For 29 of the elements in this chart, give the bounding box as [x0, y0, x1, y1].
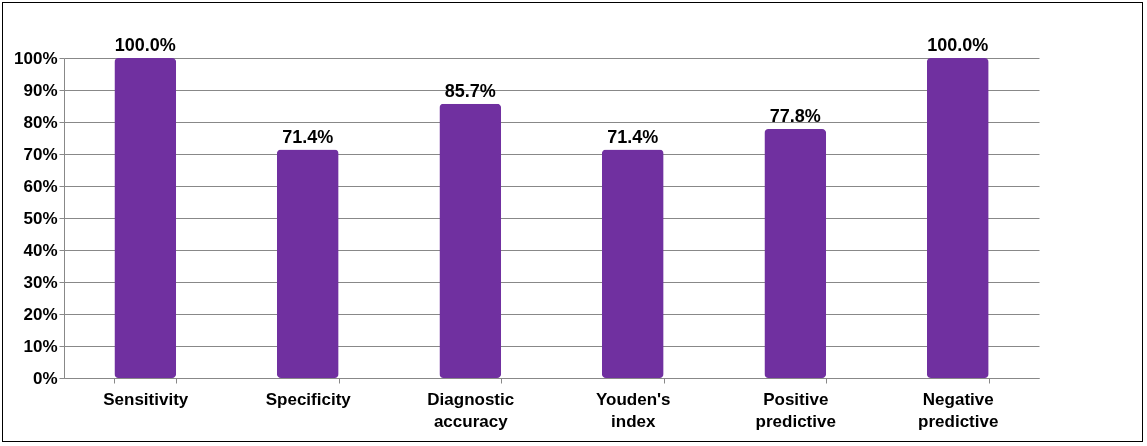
- x-tick-label: Youden's index: [595, 389, 671, 431]
- y-tick-label: 0%: [32, 368, 58, 388]
- bar: [764, 129, 827, 378]
- y-tick-label: 50%: [23, 208, 58, 228]
- y-tick-label: 80%: [23, 112, 58, 132]
- y-tick-label: 70%: [23, 144, 58, 164]
- y-tick-label: 60%: [23, 176, 58, 196]
- y-tick-label: 10%: [23, 336, 58, 356]
- y-tick-label: 90%: [23, 80, 58, 100]
- x-tick-label: Negative predictive: [918, 389, 999, 431]
- y-tick-label: 100%: [14, 48, 58, 68]
- bar: [276, 149, 339, 378]
- x-tick-label: Sensitivity: [103, 389, 189, 409]
- data-label: 71.4%: [282, 126, 334, 147]
- y-tick-label: 30%: [23, 272, 58, 292]
- y-tick-label: 40%: [23, 240, 58, 260]
- x-tick-label: Diagnostic accuracy: [427, 389, 515, 431]
- data-label: 100.0%: [927, 35, 989, 55]
- data-label: 100.0%: [114, 35, 176, 55]
- x-tick-label: Positive predictive: [755, 389, 836, 431]
- data-label: 85.7%: [444, 80, 496, 101]
- x-tick-label: Specificity: [265, 389, 352, 409]
- bar: [601, 149, 664, 378]
- bar: [114, 58, 177, 378]
- data-label: 71.4%: [607, 126, 659, 147]
- data-label: 77.8%: [769, 106, 821, 127]
- bar: [926, 58, 989, 378]
- bar: [439, 103, 502, 378]
- y-tick-label: 20%: [23, 304, 58, 324]
